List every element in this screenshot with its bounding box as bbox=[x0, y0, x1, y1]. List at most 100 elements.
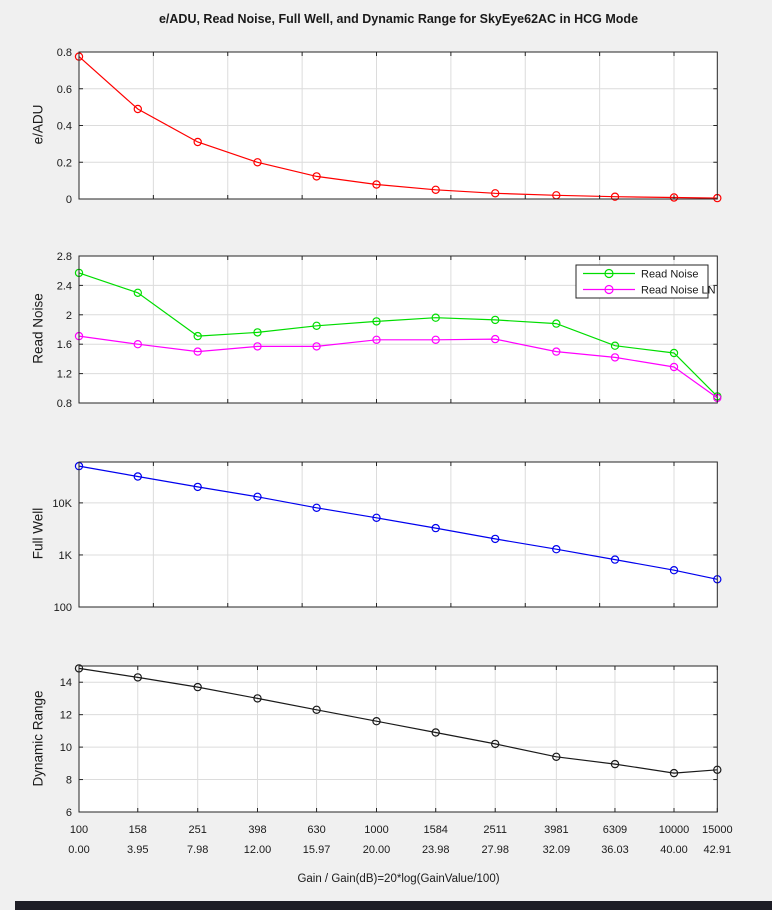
subplot-e-adu: 0 0.2 0.4 0.6 0.8 bbox=[57, 47, 722, 206]
xtick-gain-label: 1584 bbox=[423, 824, 447, 836]
xtick-db-label: 15.97 bbox=[303, 844, 331, 856]
xtick-db-label: 23.98 bbox=[422, 844, 450, 856]
ytick-label: 1.2 bbox=[57, 369, 72, 381]
ytick-label: 2 bbox=[66, 310, 72, 322]
xtick-gain-label: 2511 bbox=[483, 824, 507, 836]
legend-label-read-noise-ln: Read Noise LN bbox=[641, 285, 716, 297]
plot-area-full-well bbox=[79, 462, 718, 607]
series-line-e-adu bbox=[78, 56, 718, 199]
marker-read-noise-ln bbox=[133, 340, 142, 349]
xtick-db-label: 7.98 bbox=[187, 844, 208, 856]
marker-full-well bbox=[610, 555, 620, 564]
legend-marker-sample bbox=[604, 284, 614, 295]
ytick-label: 10 bbox=[60, 742, 72, 754]
xtick-db-label: 12.00 bbox=[244, 844, 272, 856]
marker-full-well bbox=[552, 545, 561, 554]
marker-dynamic-range bbox=[669, 768, 679, 778]
marker-read-noise-ln bbox=[431, 335, 440, 344]
legend-box bbox=[575, 264, 709, 299]
xtick-gain-label: 3981 bbox=[544, 824, 568, 836]
figure-title: e/ADU, Read Noise, Full Well, and Dynami… bbox=[158, 12, 639, 26]
marker-read-noise-ln bbox=[552, 347, 561, 356]
marker-read-noise bbox=[193, 331, 202, 341]
marker-read-noise bbox=[312, 321, 321, 330]
marker-read-noise-ln bbox=[372, 335, 381, 344]
ytick-label: 0.4 bbox=[57, 121, 72, 133]
marker-full-well bbox=[491, 534, 500, 544]
series-line-read-noise-ln bbox=[78, 335, 718, 399]
xtick-db-label: 3.95 bbox=[127, 844, 148, 856]
xtick-gain-label: 6309 bbox=[603, 824, 627, 836]
xtick-db-label: 0.00 bbox=[68, 844, 89, 856]
ylabel-read-noise: Read Noise bbox=[30, 293, 46, 364]
xtick-db-label: 32.09 bbox=[543, 844, 571, 856]
xtick-gain-label: 398 bbox=[248, 824, 266, 836]
ytick-label: 0.6 bbox=[57, 84, 72, 96]
ylabel-e-adu: e/ADU bbox=[30, 104, 46, 145]
x-axis-label: Gain / Gain(dB)=20*log(GainValue/100) bbox=[297, 873, 500, 885]
marker-e-adu bbox=[193, 137, 202, 147]
marker-dynamic-range bbox=[431, 728, 440, 737]
ylabel-dynamic-range: Dynamic Range bbox=[30, 690, 46, 787]
marker-read-noise bbox=[372, 317, 381, 326]
marker-dynamic-range bbox=[491, 739, 500, 749]
marker-full-well bbox=[372, 513, 381, 523]
marker-full-well bbox=[133, 472, 142, 481]
marker-read-noise bbox=[491, 315, 500, 325]
marker-read-noise bbox=[253, 328, 262, 337]
marker-full-well bbox=[253, 492, 262, 501]
subplot-dynamic-range: 6 8 10 12 14 100 0.00 158 3.95 251 7.98 398 12.00 630… bbox=[60, 664, 733, 856]
ytick-label: 2.8 bbox=[57, 251, 72, 263]
subplot-read-noise: 0.8 1.2 1.6 2 2.4 2.8 Read Noise Read Noise LN bbox=[57, 251, 722, 410]
marker-e-adu bbox=[610, 192, 620, 201]
marker-read-noise-ln bbox=[312, 342, 321, 351]
xtick-db-label: 27.98 bbox=[481, 844, 509, 856]
marker-read-noise bbox=[610, 341, 620, 350]
subplot-full-well: 100 1K 10K bbox=[52, 461, 722, 614]
series-line-dynamic-range bbox=[78, 667, 718, 774]
ytick-label: 0 bbox=[66, 194, 72, 206]
marker-read-noise-ln bbox=[491, 334, 500, 344]
axes-box bbox=[78, 461, 718, 608]
marker-read-noise-ln bbox=[253, 342, 262, 351]
series-line-read-noise bbox=[78, 272, 718, 397]
marker-dynamic-range bbox=[372, 717, 381, 726]
marker-e-adu bbox=[431, 185, 440, 194]
legend-label-read-noise: Read Noise bbox=[641, 269, 698, 281]
ytick-label: 0.2 bbox=[57, 157, 72, 169]
ytick-label: 0.8 bbox=[57, 47, 72, 59]
axes-box bbox=[78, 255, 718, 404]
xtick-db-label: 20.00 bbox=[363, 844, 391, 856]
ytick-label: 10K bbox=[52, 498, 72, 510]
marker-e-adu bbox=[372, 180, 381, 189]
marker-full-well bbox=[669, 566, 679, 575]
marker-e-adu bbox=[491, 189, 500, 198]
marker-read-noise-ln bbox=[669, 362, 679, 372]
marker-dynamic-range bbox=[312, 705, 321, 715]
marker-dynamic-range bbox=[193, 682, 202, 692]
marker-full-well bbox=[431, 523, 440, 533]
background-window-strip bbox=[15, 901, 772, 910]
ytick-label: 1.6 bbox=[57, 339, 72, 351]
legend-marker-sample bbox=[604, 268, 614, 279]
xtick-gain-label: 630 bbox=[307, 824, 325, 836]
ytick-label: 14 bbox=[60, 677, 72, 689]
series-line-full-well bbox=[78, 465, 718, 580]
ytick-label: 8 bbox=[66, 775, 72, 787]
marker-e-adu bbox=[669, 193, 679, 202]
ytick-label: 12 bbox=[60, 710, 72, 722]
marker-read-noise-ln bbox=[610, 353, 620, 362]
ytick-label: 2.4 bbox=[57, 280, 72, 292]
marker-full-well bbox=[312, 503, 321, 512]
ytick-label: 1K bbox=[59, 550, 73, 562]
marker-e-adu bbox=[312, 172, 321, 181]
xtick-gain-label: 15000 bbox=[702, 824, 733, 836]
xtick-db-label: 42.91 bbox=[704, 844, 732, 856]
xtick-gain-label: 251 bbox=[189, 824, 207, 836]
xtick-db-label: 36.03 bbox=[601, 844, 629, 856]
marker-e-adu bbox=[133, 104, 142, 114]
xtick-gain-label: 1000 bbox=[364, 824, 388, 836]
marker-full-well bbox=[193, 482, 202, 492]
